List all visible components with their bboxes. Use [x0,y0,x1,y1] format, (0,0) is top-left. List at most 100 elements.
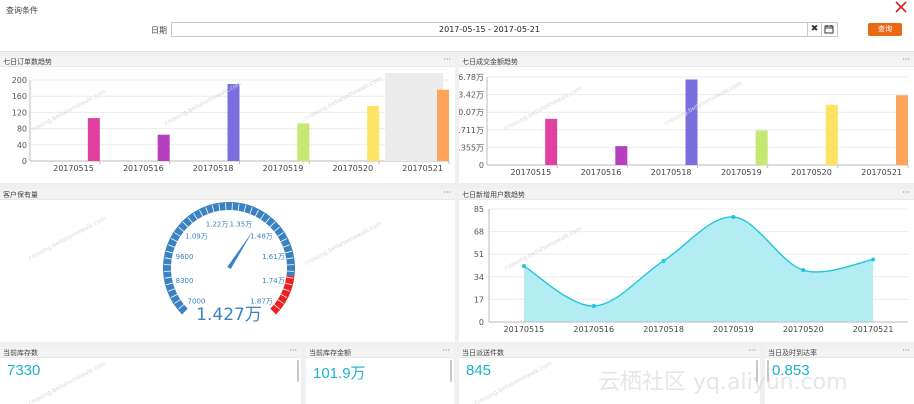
bar [545,118,558,165]
x-tick-label: 20170519 [263,164,304,173]
gauge-tick [237,203,240,212]
y-tick-label: 68 [474,228,484,237]
gauge-tick [178,303,185,310]
more-menu-icon[interactable]: ··· [902,55,910,64]
kpi-value: 845 [466,362,492,379]
gauge-tick [283,250,292,254]
gauge-tick [285,257,294,260]
gauge-tick [269,308,276,315]
panel-title: 七日订单数趋势 [3,58,52,66]
scrollbar[interactable] [767,360,769,382]
hover-highlight [385,73,443,161]
more-menu-icon[interactable]: ··· [902,188,910,197]
gauge-tick [187,217,194,224]
x-tick-label: 20170518 [651,168,692,177]
clear-date-icon[interactable]: ✖ [808,22,822,37]
gauge-tick [269,221,276,228]
gauge-tick [182,308,189,315]
y-tick-label: 0 [479,161,484,170]
panel-title: 七日新增用户数趋势 [462,191,525,199]
kpi-value: 101.9万 [313,365,366,382]
gauge-panel: 客户保有量 ··· 7000 8300 9600 1.09万 1.22万 1.35万 1.4… [0,188,455,342]
y-tick-label: 40 [17,141,27,150]
calendar-icon[interactable] [822,22,838,37]
stock-count-tile: 当前库存数 ··· 7330 [0,346,301,404]
panel-header: 当日及时到达率 ··· [765,346,914,358]
y-tick-label: 10.07万 [459,108,484,117]
panel-header: 七日订单数趋势 ··· [0,55,455,67]
gauge-tick [264,217,271,224]
kpi-value: 7330 [7,362,41,379]
panel-header: 七日新增用户数趋势 ··· [459,188,914,200]
gauge-needle [227,231,253,270]
bar [297,123,310,161]
scrollbar[interactable] [756,360,758,382]
gauge-tick [178,226,185,233]
y-tick-label: 13.42万 [459,91,484,100]
panel-header: 当前库存金额 ··· [306,346,454,358]
scrollbar[interactable] [450,360,452,382]
panel-title: 当前库存数 [3,349,38,357]
gauge-tick [249,207,253,215]
x-tick-label: 20170519 [721,168,762,177]
gauge-tick [279,293,288,298]
gauge-tick [259,213,265,221]
x-tick-label: 20170516 [581,168,622,177]
y-tick-label: 0 [479,318,484,327]
more-menu-icon[interactable]: ··· [443,188,451,197]
gauge-tick [199,209,204,218]
more-menu-icon[interactable]: ··· [443,55,451,64]
data-point [521,264,526,269]
x-tick-label: 20170521 [853,325,894,334]
gauge-tick-label: 1.74万 [262,277,285,285]
x-tick-label: 20170521 [402,164,443,173]
data-point [801,268,806,273]
more-menu-icon[interactable]: ··· [289,346,297,355]
gauge-tick-label: 1.22万 [206,221,229,229]
gauge-tick [211,205,215,214]
scrollbar[interactable] [297,360,299,382]
query-button[interactable]: 查询 [868,23,902,36]
gauge-tick [273,303,280,310]
data-point [731,214,736,219]
orders-panel: 七日订单数趋势 ··· 0 40 80 120 160 200 20170515 201705… [0,55,455,183]
kpi-value: 0.853 [772,362,810,379]
x-tick-label: 20170520 [783,325,824,334]
gauge-danger-ring [269,275,295,315]
gauge-tick [205,207,209,215]
x-tick-label: 20170515 [53,164,94,173]
x-tick-label: 20170518 [643,325,684,334]
date-range-input[interactable]: 2017-05-15 - 2017-05-21 [171,22,808,37]
more-menu-icon[interactable]: ··· [442,346,450,355]
gauge-tick-label: 1.48万 [250,232,273,240]
y-tick-label: 3.355万 [459,143,484,152]
gauge-tick-label: 8300 [176,277,194,285]
gauge-tick [164,276,173,279]
x-tick-label: 20170516 [123,164,164,173]
y-tick-label: 0 [22,157,27,166]
gauge-tick [279,238,288,243]
gauge-tick [276,298,284,304]
x-tick-label: 20170520 [332,164,373,173]
close-icon[interactable] [894,0,908,14]
y-tick-label: 17 [474,295,484,304]
bar [896,95,908,165]
gauge-tick [166,282,175,286]
gauge-tick-label: 1.09万 [185,232,208,240]
x-tick-label: 20170519 [713,325,754,334]
y-tick-label: 34 [474,273,484,282]
more-menu-icon[interactable]: ··· [748,346,756,355]
y-tick-label: 16.78万 [459,73,484,82]
panel-header: 当前库存数 ··· [0,346,301,358]
gauge-tick [193,213,199,221]
y-tick-label: 51 [474,250,484,259]
newusers-chart: 0 17 34 51 68 85 20170515 20170516 20170518 20170… [474,205,908,334]
more-menu-icon[interactable]: ··· [902,346,910,355]
gauge-tick [285,276,294,279]
panel-header: 当日派送件数 ··· [459,346,760,358]
x-tick-label: 20170521 [861,168,902,177]
dispatch-tile: 当日派送件数 ··· 845 [459,346,760,404]
gauge-tick [254,209,259,218]
bar [87,118,100,161]
gauge-tick [282,244,290,248]
